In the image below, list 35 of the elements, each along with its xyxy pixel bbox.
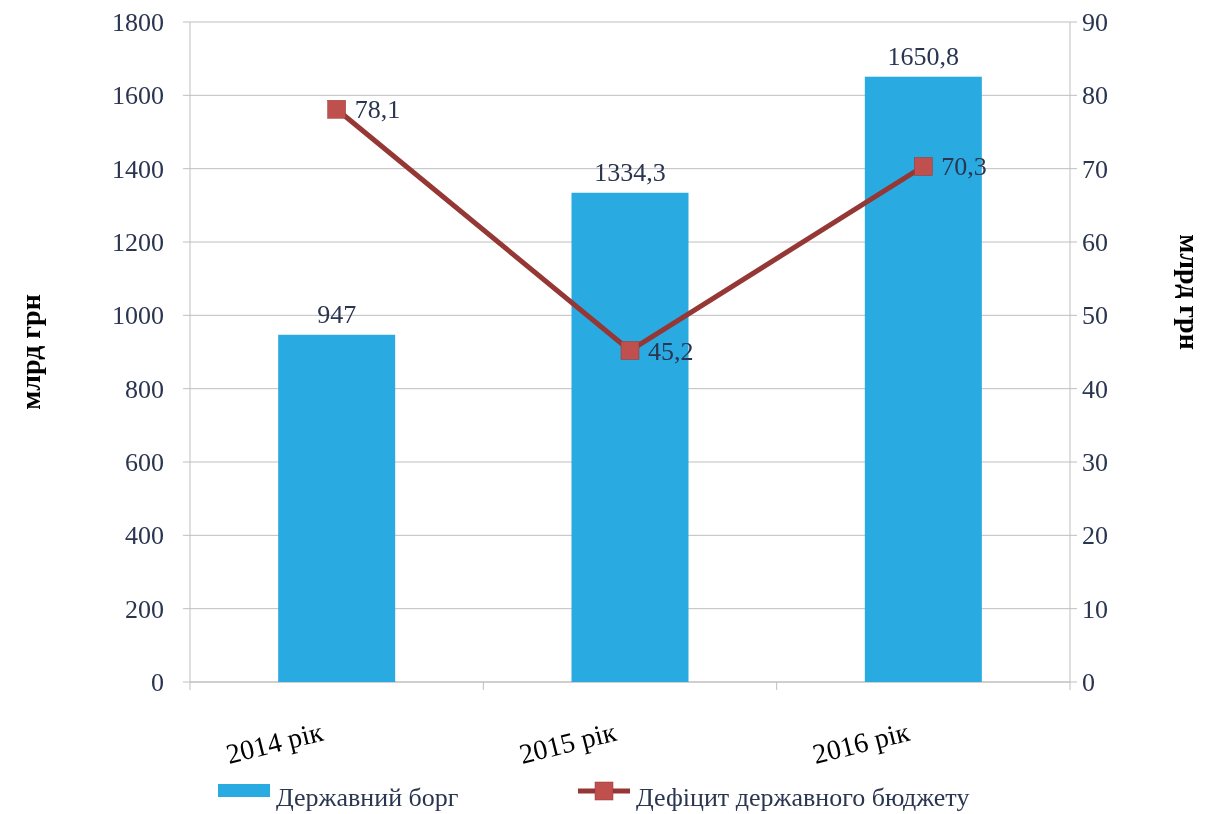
y-tick-label: 1600	[112, 81, 164, 111]
point	[914, 157, 933, 176]
x-tick-label: 2015 рік	[516, 715, 620, 770]
y-tick-label: 1400	[112, 154, 164, 184]
x-tick-label: 2014 рік	[222, 715, 327, 770]
y2-tick-label: 20	[1082, 521, 1108, 551]
y-tick-label: 1000	[112, 301, 164, 331]
legend-label: Державний борг	[276, 783, 459, 812]
data-label: 78,1	[354, 95, 401, 125]
y-tick-label: 0	[151, 668, 164, 697]
y2-tick-label: 80	[1082, 81, 1108, 111]
y2-tick-label: 90	[1082, 8, 1108, 37]
y2-tick-label: 30	[1082, 448, 1108, 477]
point	[327, 100, 346, 119]
y2-tick-label: 50	[1082, 301, 1108, 331]
y-tick-label: 600	[125, 448, 164, 477]
x-tick-label: 2016 рік	[809, 715, 913, 770]
y2-tick-label: 0	[1082, 668, 1095, 697]
y-axis-title: млрд грн	[15, 294, 46, 410]
legend-label: Дефіцит державного бюджету	[636, 783, 970, 812]
data-label: 1650,8	[887, 41, 960, 71]
y2-tick-label: 10	[1082, 594, 1108, 624]
y2-axis-title: млрд грн	[1174, 234, 1205, 350]
y-tick-label: 800	[125, 374, 164, 404]
y2-tick-label: 70	[1082, 154, 1108, 184]
y-tick-label: 1800	[112, 8, 164, 37]
data-label: 947	[317, 299, 357, 329]
bar	[278, 334, 396, 682]
data-label: 1334,3	[594, 157, 666, 187]
point	[620, 341, 640, 360]
y-tick-label: 200	[125, 594, 164, 624]
y2-tick-label: 60	[1082, 228, 1108, 257]
y-tick-label: 1200	[112, 228, 164, 257]
y2-tick-label: 40	[1082, 374, 1108, 404]
y-tick-label: 400	[125, 521, 164, 551]
